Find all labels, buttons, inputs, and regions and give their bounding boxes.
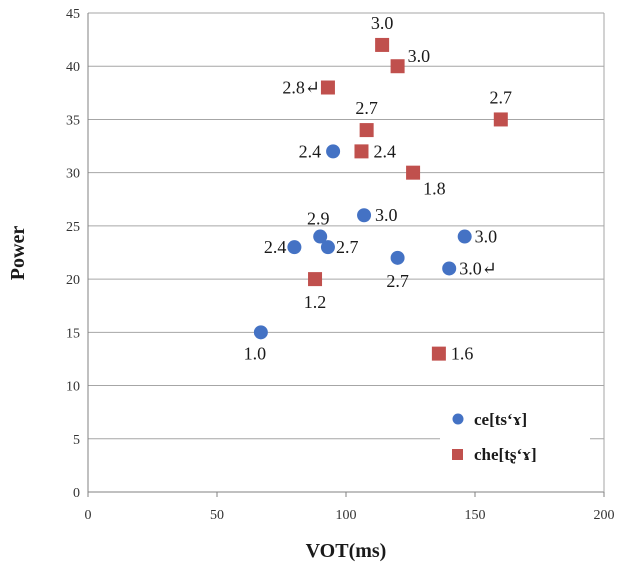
y-axis-title: Power [7,226,29,281]
ce-point [320,240,335,255]
y-tick-label: 20 [66,273,80,288]
legend-label-che: che[tʂʻɤ] [474,445,537,464]
data-label: 2.7 [355,98,378,118]
ce-point [457,229,472,244]
y-tick-label: 40 [66,60,80,75]
legend-marker-che [452,449,463,460]
x-tick-label: 100 [336,508,357,523]
data-label: 3.0 [475,227,498,247]
data-label: 3.0 [375,205,398,225]
legend-label-ce: ce[tsʻɤ] [474,410,527,429]
legend-background [440,395,590,475]
ce-point [326,144,341,159]
data-label: 2.4 [264,237,287,257]
data-labels: 1.0 2.4 2.9 2.7 2.4 3.0 2.7 3.0↵ 3.0 1.2 2.8↵ 2.4 2.… [244,13,512,364]
y-tick-label: 10 [66,380,80,395]
y-tick-label: 15 [66,326,80,341]
che-point [320,80,335,95]
data-label: 2.8↵ [282,78,320,98]
che-point [493,112,508,127]
tick-labels: 0 5 10 15 20 25 30 35 40 45 0 50 100 150 200 [66,7,615,523]
y-tick-label: 45 [66,7,80,22]
data-label: 2.4 [373,141,396,161]
legend: ce[tsʻɤ] che[tʂʻɤ] [440,395,590,475]
y-tick-label: 5 [73,433,80,448]
x-axis-title: VOT(ms) [306,540,387,562]
che-point [359,123,374,138]
ce-point [313,229,328,244]
data-label: 1.8 [423,179,446,199]
che-point [308,272,323,287]
data-points [253,37,508,361]
x-tick-label: 0 [85,508,92,523]
ce-point [253,325,268,340]
ce-point [287,240,302,255]
y-tick-label: 35 [66,113,80,128]
che-point [431,346,446,361]
y-tick-label: 30 [66,167,80,182]
data-label: 2.7 [386,271,409,291]
axes [87,13,605,497]
che-point [390,59,405,74]
y-tick-label: 0 [73,486,80,501]
che-point [406,165,421,180]
data-label: 2.7 [490,87,513,107]
legend-marker-ce [452,413,464,425]
ce-point [357,208,372,223]
grid-lines [88,12,604,493]
x-tick-label: 150 [465,508,486,523]
data-label: 2.4 [299,141,322,161]
data-label: 3.0 [408,46,431,66]
che-point [354,144,369,159]
data-label: 1.0 [244,343,267,363]
data-label: 2.7 [336,237,359,257]
ce-point [442,261,457,276]
data-label: 1.2 [304,292,327,312]
x-tick-label: 200 [594,508,615,523]
data-label: 1.6 [451,344,474,364]
data-label: 3.0↵ [459,258,497,278]
ce-point [390,250,405,265]
data-label: 2.9 [307,209,330,229]
che-point [375,37,390,52]
data-label: 3.0 [371,13,394,33]
y-tick-label: 25 [66,220,80,235]
x-tick-label: 50 [210,508,224,523]
